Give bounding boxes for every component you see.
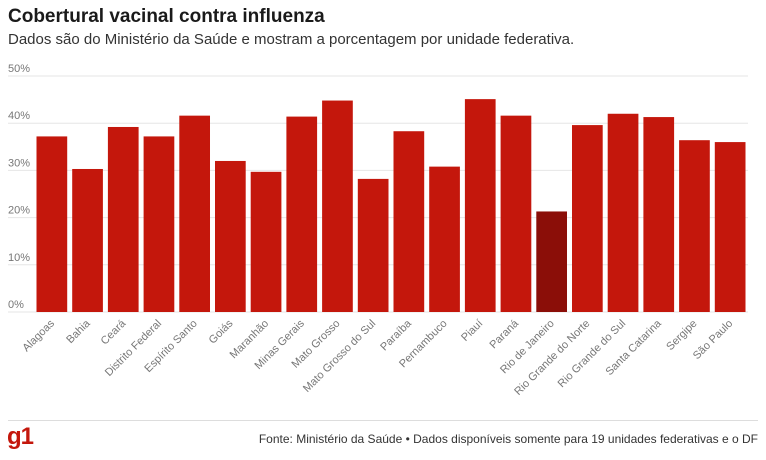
x-tick-label: Mato Grosso do Sul <box>301 318 378 395</box>
bar <box>571 125 603 312</box>
bar <box>72 168 103 312</box>
y-tick-label: 30% <box>8 157 30 169</box>
bar <box>464 99 496 313</box>
chart-title: Cobertural vacinal contra influenza <box>8 6 325 27</box>
bar <box>250 171 282 312</box>
bar <box>393 131 425 312</box>
x-tick-label: Bahia <box>64 317 93 346</box>
bar <box>36 136 68 312</box>
y-axis-ticks: 0% 10% 20% 30% 40% 50% <box>8 63 30 311</box>
y-tick-label: 0% <box>8 299 24 311</box>
x-tick-label: Paraíba <box>378 317 414 353</box>
g1-logo: g1 <box>7 423 34 450</box>
x-tick-label: Paraná <box>487 317 521 351</box>
bar <box>643 117 675 313</box>
bar <box>429 166 460 312</box>
bar <box>679 140 710 312</box>
x-tick-label: Ceará <box>99 317 129 347</box>
chart-subtitle: Dados são do Ministério da Saúde e mostr… <box>8 31 575 48</box>
x-tick-label: Sergipe <box>664 318 699 353</box>
bar-chart: 0% 10% 20% 30% 40% 50% Alagoas Bahia CearáDistr… <box>8 63 748 398</box>
bar <box>143 136 175 312</box>
bar <box>714 142 746 312</box>
x-tick-label: Alagoas <box>20 317 57 354</box>
bars <box>36 99 746 313</box>
bar <box>536 211 568 312</box>
x-tick-label: Rio Grande do Sul <box>556 318 628 390</box>
bar <box>607 113 639 312</box>
bar <box>322 100 353 312</box>
bar <box>500 115 532 312</box>
y-tick-label: 20% <box>8 205 30 217</box>
bar <box>286 116 318 312</box>
y-tick-label: 50% <box>8 63 30 75</box>
x-tick-label: Piauí <box>459 318 485 344</box>
y-tick-label: 10% <box>8 252 30 264</box>
source-note: Fonte: Ministério da Saúde • Dados dispo… <box>258 432 758 446</box>
footer-divider <box>8 420 758 421</box>
bar <box>214 160 246 312</box>
y-tick-label: 40% <box>8 110 30 122</box>
bar <box>357 178 389 312</box>
bar <box>179 115 211 312</box>
x-tick-label: Goiás <box>207 317 236 346</box>
bar <box>107 126 139 312</box>
